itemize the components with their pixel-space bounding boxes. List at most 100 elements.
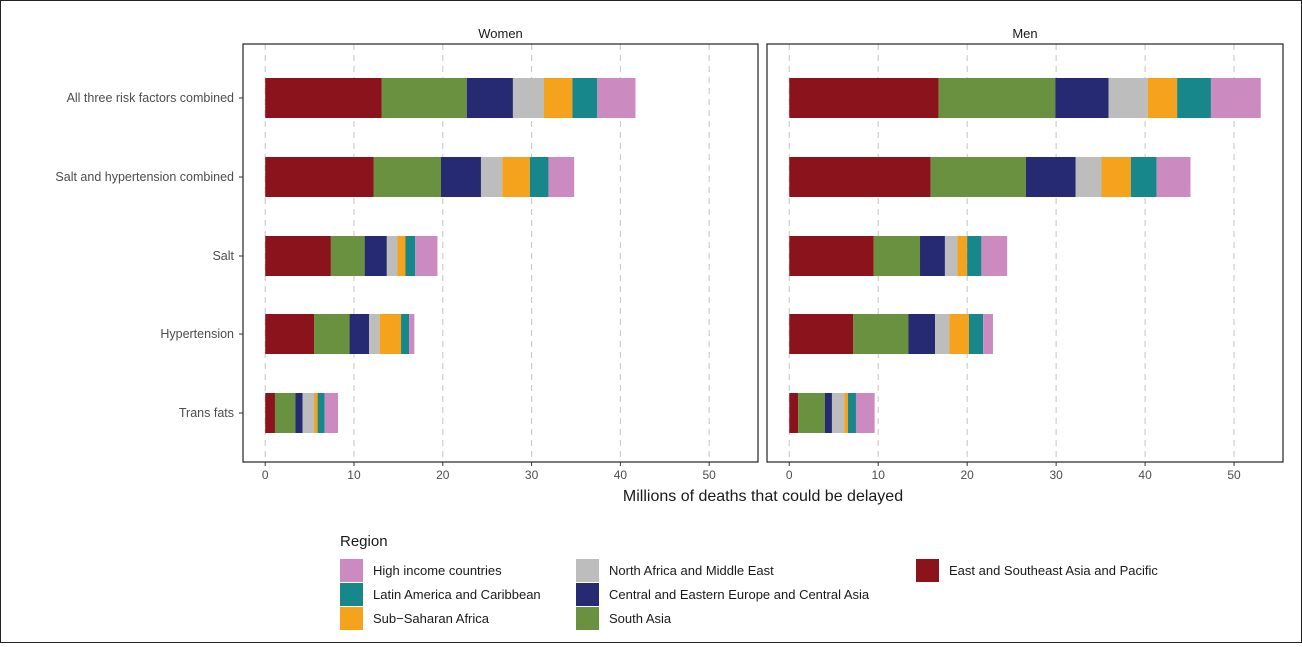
bar-segment	[967, 236, 982, 276]
y-tick-label: Trans fats	[179, 406, 234, 420]
bar-segment	[1108, 78, 1148, 118]
bar-segment	[274, 393, 296, 433]
bar-segment	[572, 78, 598, 118]
bar-segment	[938, 78, 1056, 118]
bar-segment	[981, 236, 1008, 276]
bar-segment	[529, 157, 549, 197]
bar-segment	[789, 78, 939, 118]
bar-segment	[798, 393, 825, 433]
legend-item-label: Central and Eastern Europe and Central A…	[609, 587, 870, 602]
bar-segment	[824, 393, 832, 433]
panel-border	[766, 43, 1284, 463]
bar-segment	[789, 314, 854, 354]
bar-segment	[1177, 78, 1211, 118]
bar-segment	[908, 314, 936, 354]
bar-segment	[330, 236, 365, 276]
bar-segment	[935, 314, 950, 354]
bar-segment	[379, 314, 402, 354]
x-tick-label: 10	[347, 468, 361, 482]
bar-segment	[317, 393, 325, 433]
legend-swatch	[916, 559, 939, 582]
legend-swatch	[340, 559, 363, 582]
bar-segment	[265, 157, 374, 197]
legend-swatch	[340, 583, 363, 606]
panel-strip-label-men: Men	[1012, 26, 1037, 41]
legend-item-label: East and Southeast Asia and Pacific	[949, 563, 1158, 578]
bar-segment	[502, 157, 530, 197]
legend-title: Region	[340, 533, 388, 550]
legend-swatch	[576, 559, 599, 582]
bar-segment	[324, 393, 339, 433]
bar-segment	[364, 236, 387, 276]
legend-item-label: High income countries	[373, 563, 502, 578]
legend-item-label: South Asia	[609, 611, 672, 626]
bar-segment	[265, 314, 315, 354]
bar-segment	[1055, 78, 1109, 118]
bar-segment	[265, 78, 382, 118]
bar-segment	[873, 236, 921, 276]
bar-segment	[1210, 78, 1261, 118]
x-tick-label: 40	[614, 468, 628, 482]
bar-segment	[302, 393, 315, 433]
bar-segment	[381, 78, 467, 118]
legend-swatch	[340, 607, 363, 630]
y-tick-label: Hypertension	[160, 327, 234, 341]
bar-segment	[789, 236, 874, 276]
bar-segment	[265, 236, 331, 276]
bar-segment	[957, 236, 968, 276]
bar-segment	[1101, 157, 1131, 197]
x-tick-label: 40	[1138, 468, 1152, 482]
bar-segment	[983, 314, 993, 354]
bar-segment	[831, 393, 845, 433]
bar-segment	[853, 314, 909, 354]
panel-strip-label-women: Women	[478, 26, 523, 41]
bar-segment	[1075, 157, 1102, 197]
bar-segment	[466, 78, 513, 118]
bar-segment	[847, 393, 856, 433]
x-tick-label: 30	[1049, 468, 1063, 482]
bar-segment	[930, 157, 1026, 197]
panel-border	[242, 43, 759, 463]
y-tick-label: Salt and hypertension combined	[55, 170, 234, 184]
bar-segment	[265, 393, 275, 433]
legend-item-label: Sub−Saharan Africa	[373, 611, 490, 626]
bar-segment	[314, 393, 318, 433]
bar-segment	[789, 157, 931, 197]
legend-swatch	[576, 607, 599, 630]
bar-segment	[512, 78, 545, 118]
bar-segment	[968, 314, 984, 354]
bar-segment	[369, 314, 380, 354]
bar-segment	[789, 393, 799, 433]
bar-segment	[397, 236, 406, 276]
bar-segment	[373, 157, 442, 197]
bar-segment	[295, 393, 303, 433]
x-tick-label: 20	[960, 468, 974, 482]
legend-swatch	[576, 583, 599, 606]
x-tick-label: 0	[786, 468, 793, 482]
bar-segment	[855, 393, 875, 433]
bar-segment	[441, 157, 481, 197]
y-tick-label: Salt	[212, 249, 234, 263]
bar-segment	[1025, 157, 1076, 197]
bar-segment	[949, 314, 969, 354]
bar-segment	[548, 157, 575, 197]
bar-segment	[544, 78, 573, 118]
x-tick-label: 0	[262, 468, 269, 482]
bar-segment	[597, 78, 636, 118]
bar-segment	[386, 236, 398, 276]
bar-segment	[405, 236, 416, 276]
bar-segment	[401, 314, 410, 354]
x-tick-label: 50	[702, 468, 716, 482]
bar-segment	[844, 393, 848, 433]
bar-segment	[480, 157, 503, 197]
bar-segment	[1147, 78, 1178, 118]
bar-segment	[944, 236, 958, 276]
x-tick-label: 50	[1227, 468, 1241, 482]
bar-segment	[415, 236, 438, 276]
x-tick-label: 20	[436, 468, 450, 482]
bar-segment	[409, 314, 415, 354]
bar-segment	[920, 236, 945, 276]
bar-segment	[314, 314, 350, 354]
